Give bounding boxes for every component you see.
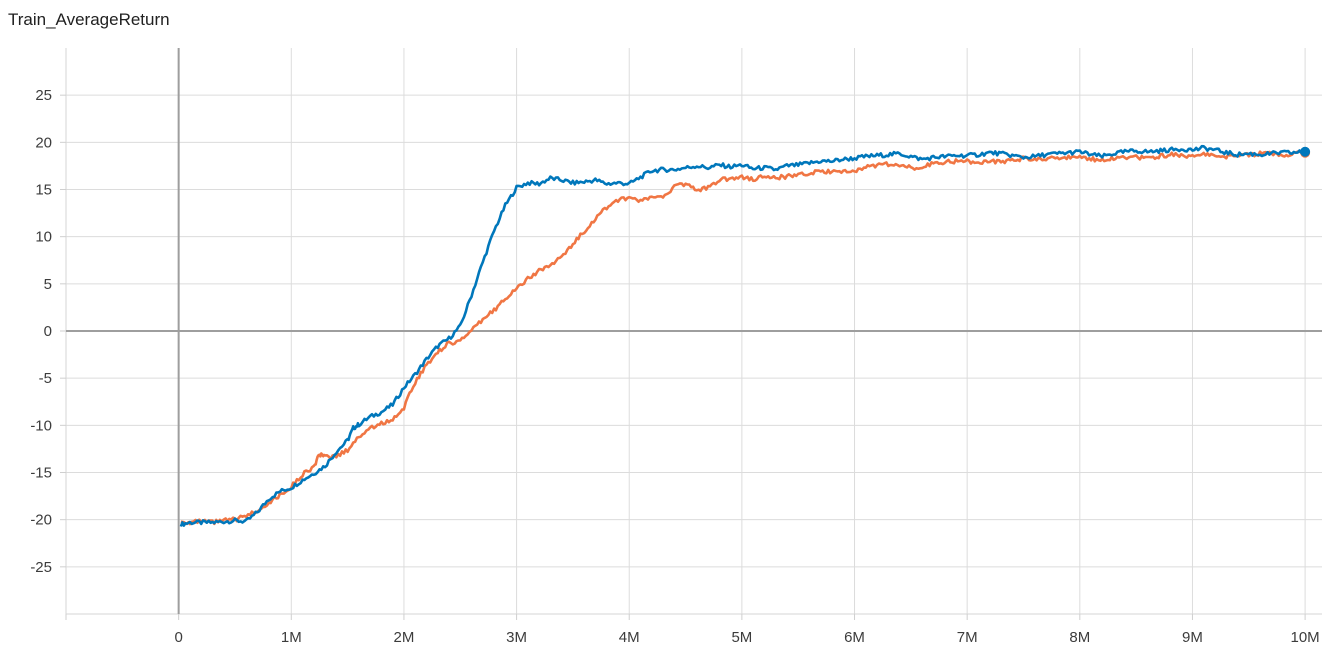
y-tick-label: 5 (44, 276, 52, 293)
x-tick-label: 4M (619, 629, 640, 646)
y-tick-label: 0 (44, 323, 52, 340)
x-tick-label: 3M (506, 629, 527, 646)
series-endpoint[interactable] (1300, 146, 1311, 157)
y-tick-label: -5 (39, 370, 52, 387)
y-tick-label: -25 (30, 559, 52, 576)
y-tick-label: 10 (35, 229, 52, 246)
x-tick-labels: 0 1M 2M 3M 4M 5M 6M 7M 8M 9M 10M (174, 629, 1319, 646)
x-tick-label: 9M (1182, 629, 1203, 646)
y-tick-label: -10 (30, 417, 52, 434)
y-tick-label: -20 (30, 512, 52, 529)
x-tick-label: 8M (1069, 629, 1090, 646)
series-line (179, 144, 1306, 527)
x-tick-label: 6M (844, 629, 865, 646)
y-tick-label: 15 (35, 182, 52, 199)
x-tick-label: 10M (1291, 629, 1320, 646)
y-tick-label: 20 (35, 134, 52, 151)
y-tick-label: -15 (30, 465, 52, 482)
y-tick-labels: 25 20 15 10 5 0 -5 -10 -15 -20 -25 (30, 87, 52, 576)
chart-title: Train_AverageReturn (8, 10, 170, 29)
y-tick-label: 25 (35, 87, 52, 104)
axes (60, 48, 1322, 620)
x-tick-label: 7M (957, 629, 978, 646)
x-tick-label: 2M (394, 629, 415, 646)
series-line (180, 149, 1306, 526)
x-tick-label: 5M (731, 629, 752, 646)
x-tick-label: 1M (281, 629, 302, 646)
series-lines (179, 144, 1311, 527)
x-tick-label: 0 (174, 629, 182, 646)
